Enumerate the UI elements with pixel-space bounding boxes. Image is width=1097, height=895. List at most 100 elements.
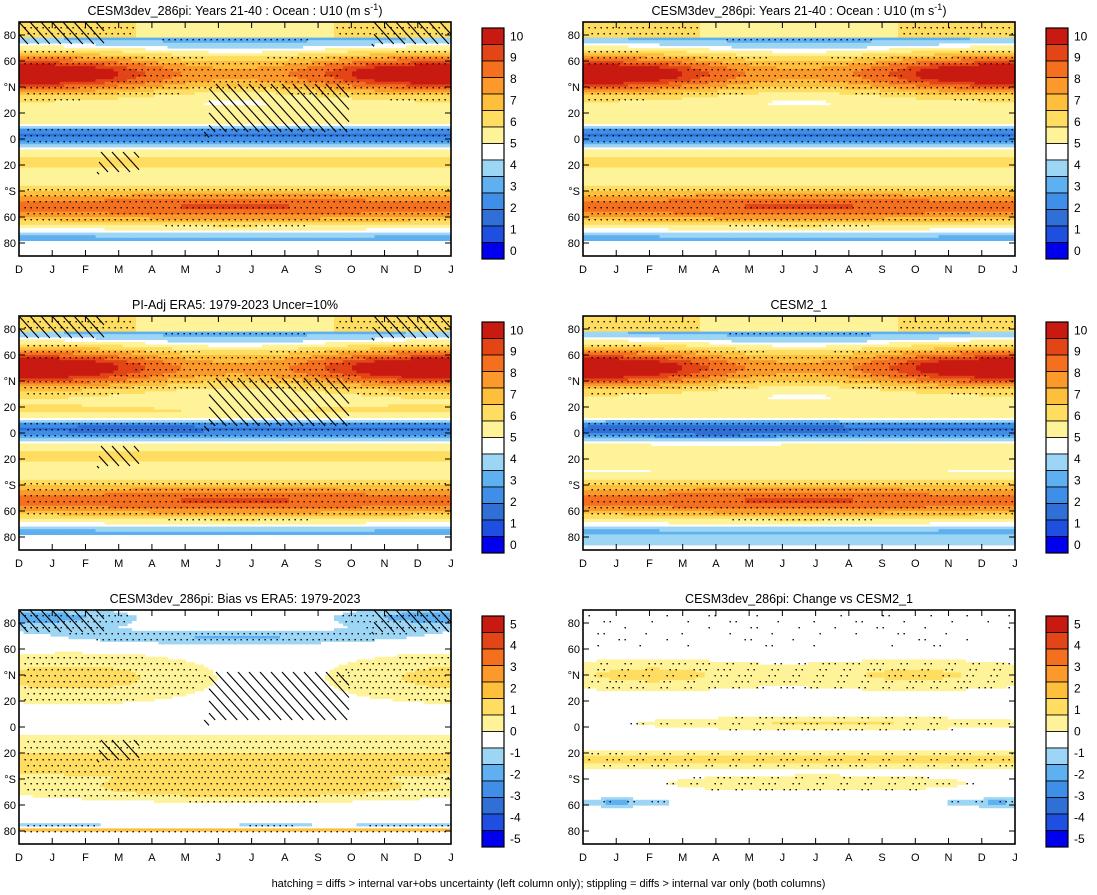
x-tick-label: D: [579, 852, 587, 864]
colorbar-label: 4: [1074, 452, 1081, 466]
panel-title: CESM3dev_286pi: Years 21-40 : Ocean : U1…: [652, 2, 947, 18]
panel-5: D J F M A M J J A S O N D J8060°N20020°S6080CESM3dev_…: [4, 592, 521, 864]
colorbar-label: 5: [1074, 431, 1081, 445]
colorbar-label: 4: [510, 639, 517, 653]
x-tick-label: D: [15, 558, 23, 570]
colorbar-label: -5: [510, 832, 521, 846]
hatching: [19, 316, 451, 469]
x-tick-label: S: [878, 264, 885, 276]
colorbar-swatch: [481, 648, 505, 666]
x-tick-label: J: [216, 852, 222, 864]
y-tick-label: 80: [4, 618, 16, 630]
y-tick-label: 80: [4, 30, 16, 42]
colorbar-swatch: [481, 60, 505, 78]
y-tick-label: °N: [568, 82, 580, 94]
x-tick-label: S: [878, 852, 885, 864]
colorbar-swatch: [481, 437, 505, 455]
colorbar-label: 0: [1074, 725, 1081, 739]
colorbar-label: 2: [1074, 682, 1081, 696]
colorbar-swatch: [1045, 93, 1069, 111]
colorbar-swatch: [481, 420, 505, 438]
x-tick-label: D: [579, 558, 587, 570]
y-tick-label: 0: [10, 134, 16, 146]
colorbar-swatch: [1045, 225, 1069, 243]
colorbar-swatch: [1045, 387, 1069, 405]
y-tick-label: 20: [568, 402, 580, 414]
y-tick-label: °S: [4, 480, 16, 492]
colorbar-label: 0: [510, 538, 517, 552]
y-tick-label: 20: [4, 748, 16, 760]
colorbar-swatch: [481, 143, 505, 161]
colorbar-swatch: [481, 632, 505, 650]
colorbar-label: -3: [1074, 789, 1085, 803]
colorbar-swatch: [481, 371, 505, 389]
colorbar-swatch: [481, 813, 505, 831]
x-tick-label: M: [181, 264, 190, 276]
y-tick-label: 80: [568, 826, 580, 838]
figure-footnote: hatching = diffs > internal var+obs unce…: [0, 878, 1097, 890]
x-tick-label: O: [911, 852, 920, 864]
colorbar-frame: [481, 615, 505, 848]
colorbar-label: 2: [1074, 201, 1081, 215]
colorbar-swatch: [481, 797, 505, 815]
x-tick-label: A: [845, 558, 853, 570]
x-tick-label: A: [712, 558, 720, 570]
colorbar-label: -2: [1074, 767, 1085, 781]
y-tick-label: 60: [568, 644, 580, 656]
y-tick-label: 20: [4, 402, 16, 414]
y-tick-label: 20: [4, 108, 16, 120]
colorbar-swatch: [481, 159, 505, 177]
panel-title: CESM3dev_286pi: Bias vs ERA5: 1979-2023: [110, 592, 361, 606]
colorbar-label: 0: [510, 244, 517, 258]
colorbar-label: 2: [1074, 495, 1081, 509]
hatching: [19, 610, 451, 763]
x-tick-label: J: [780, 558, 786, 570]
colorbar-label: 9: [1074, 345, 1081, 359]
colorbar-swatch: [481, 93, 505, 111]
x-tick-label: J: [1012, 558, 1018, 570]
x-tick-label: M: [745, 558, 754, 570]
colorbar-label: 0: [1074, 244, 1081, 258]
y-tick-label: 60: [568, 212, 580, 224]
colorbar-swatch: [481, 27, 505, 45]
y-tick-label: 80: [4, 324, 16, 336]
colorbar-swatch: [481, 176, 505, 194]
colorbar-label: 10: [510, 29, 524, 43]
x-tick-label: J: [448, 558, 454, 570]
colorbar-swatch: [1045, 143, 1069, 161]
x-tick-label: N: [381, 852, 389, 864]
colorbar-label: 5: [510, 617, 517, 631]
colorbar-swatch: [1045, 747, 1069, 765]
x-tick-label: S: [314, 852, 321, 864]
x-tick-label: D: [414, 558, 422, 570]
hatching: [19, 22, 451, 175]
x-tick-label: M: [114, 852, 123, 864]
colorbar-swatch: [481, 764, 505, 782]
colorbar-swatch: [1045, 159, 1069, 177]
colorbar-label: 7: [510, 94, 517, 108]
x-tick-label: J: [216, 264, 222, 276]
x-tick-label: J: [49, 558, 55, 570]
colorbar-swatch: [1045, 681, 1069, 699]
y-tick-label: 0: [574, 428, 580, 440]
colorbar-swatch: [481, 192, 505, 210]
colorbar-label: 2: [510, 201, 517, 215]
x-tick-label: D: [579, 264, 587, 276]
colorbar-swatch: [481, 698, 505, 716]
colorbar-swatch: [1045, 780, 1069, 798]
colorbar-swatch: [1045, 764, 1069, 782]
colorbar-label: 3: [1074, 473, 1081, 487]
colorbar-swatch: [481, 747, 505, 765]
y-tick-label: 0: [10, 722, 16, 734]
colorbar-frame: [481, 321, 505, 554]
x-tick-label: O: [347, 852, 356, 864]
x-tick-label: J: [249, 558, 255, 570]
x-tick-label: A: [845, 852, 853, 864]
x-tick-label: A: [281, 264, 289, 276]
colorbar-label: 1: [1074, 222, 1081, 236]
x-tick-label: A: [281, 852, 289, 864]
x-tick-label: A: [281, 558, 289, 570]
heatmap-u10_obs: [19, 316, 451, 535]
